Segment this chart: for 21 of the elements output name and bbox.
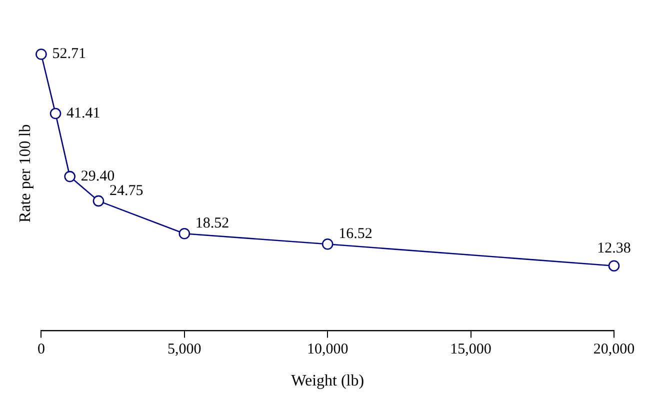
x-tick-label: 0 xyxy=(37,342,45,358)
point xyxy=(178,228,190,240)
point xyxy=(36,48,47,60)
x-axis-title: Weight (lb) xyxy=(291,372,364,390)
point xyxy=(50,108,62,120)
data-label: 24.75 xyxy=(109,182,144,199)
x-tick-label: 10,000 xyxy=(306,342,348,358)
data-label: 12.38 xyxy=(597,240,631,256)
y-axis-title: Rate per 100 lb xyxy=(16,124,34,222)
data-label: 41.41 xyxy=(66,105,100,122)
point xyxy=(322,238,334,250)
x-tick-label: 20,000 xyxy=(593,342,635,358)
x-tick-label: 5,000 xyxy=(168,342,202,358)
point xyxy=(92,195,104,207)
point xyxy=(64,170,76,182)
data-label: 16.52 xyxy=(338,226,372,242)
data-label: 52.71 xyxy=(52,46,86,62)
x-tick-label: 15,000 xyxy=(450,342,492,358)
point xyxy=(608,260,620,272)
data-label: 29.40 xyxy=(80,168,115,184)
data-label: 18.52 xyxy=(195,216,230,232)
